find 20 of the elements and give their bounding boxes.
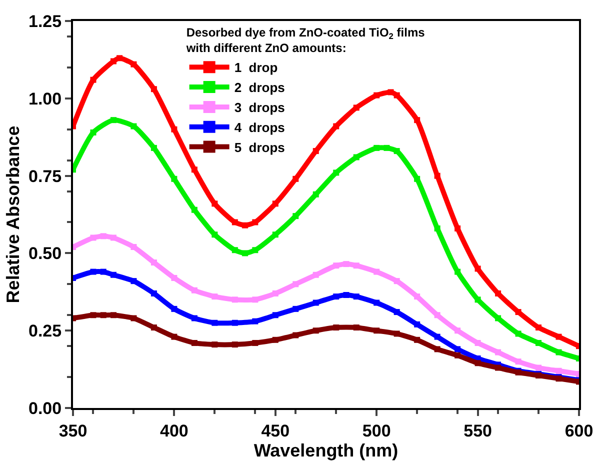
y-tick-label: 0.25 [28, 322, 62, 341]
y-tick-label: 1.00 [28, 89, 62, 108]
x-tick-label: 500 [362, 421, 391, 440]
y-tick-label: 0.50 [28, 244, 62, 264]
x-tick-label: 550 [464, 421, 492, 440]
y-axis-title: Relative Absorbance [3, 126, 24, 304]
x-axis-title: Wavelength (nm) [254, 440, 398, 460]
legend-label: 4 drops [234, 120, 285, 135]
legend-label: 2 drops [234, 80, 285, 96]
legend-label: 3 drops [234, 100, 285, 116]
y-tick-label: 0.00 [28, 398, 62, 418]
x-tick-label: 600 [564, 421, 594, 440]
y-tick-label: 0.75 [28, 166, 62, 186]
legend-label: 1 drop [234, 60, 278, 76]
x-tick-label: 400 [160, 421, 188, 440]
x-tick-label: 450 [261, 421, 290, 440]
text: Desorbed dye from ZnO-coated TiO$_{2}$ films with different ZnO amounts: [186, 26, 425, 56]
legend-label: 5 drops [234, 140, 285, 155]
x-tick-label: 350 [58, 421, 88, 440]
y-tick-label: 1.25 [28, 12, 62, 31]
